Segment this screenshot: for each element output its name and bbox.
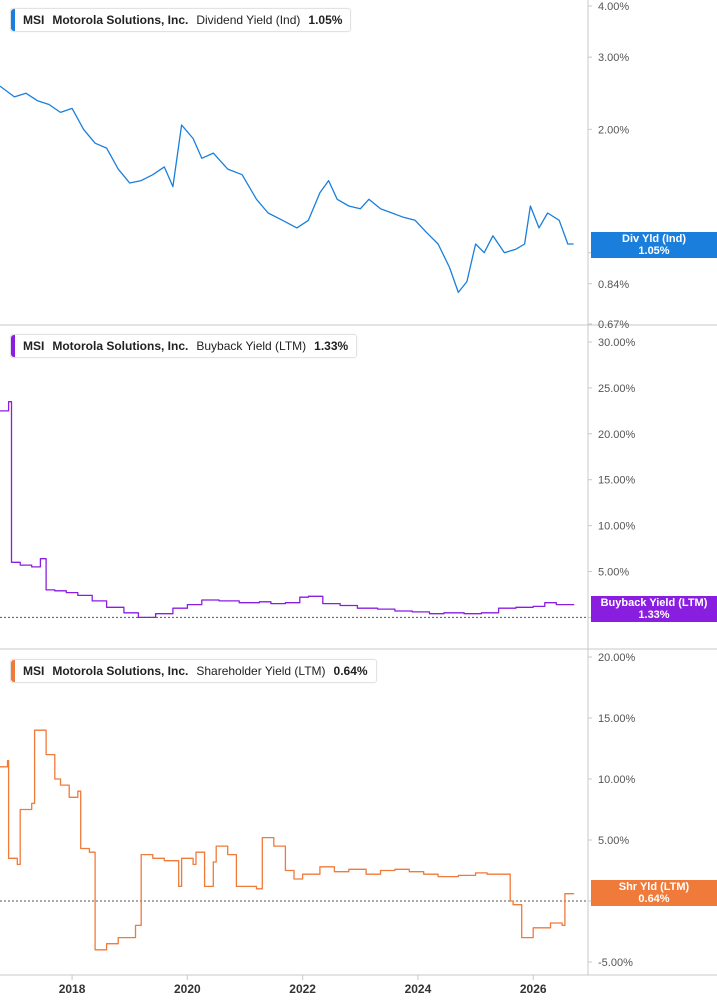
y-tick-label: 15.00% <box>598 475 636 487</box>
x-tick-label: 2026 <box>520 982 547 996</box>
y-tick-label: 20.00% <box>598 429 636 441</box>
series-layer <box>0 85 575 951</box>
panel-2-last-value-badge: Buyback Yield (LTM) 1.33% <box>591 596 717 622</box>
badge-label: Buyback Yield (LTM) <box>600 597 708 609</box>
series-line-3 <box>0 729 575 951</box>
metric-value: 1.33% <box>314 339 349 353</box>
y-tick-label: 15.00% <box>598 713 636 725</box>
metric-value: 1.05% <box>308 13 343 27</box>
y-tick-label: 5.00% <box>598 567 629 579</box>
metric-label: Shareholder Yield (LTM) <box>196 664 326 678</box>
metric-label: Buyback Yield (LTM) <box>196 339 307 353</box>
series-color-marker <box>11 660 15 682</box>
y-tick-label: 25.00% <box>598 383 636 395</box>
metric-label: Dividend Yield (Ind) <box>196 13 301 27</box>
x-tick-label: 2020 <box>174 982 201 996</box>
badge-label: Shr Yld (LTM) <box>618 881 690 893</box>
labels-layer: 4.00%3.00%2.00%1.00%0.84%0.67%30.00%25.0… <box>59 1 636 996</box>
y-tick-label: 0.84% <box>598 279 629 291</box>
company-label: Motorola Solutions, Inc. <box>52 664 189 678</box>
y-tick-label: -5.00% <box>598 957 633 969</box>
metric-value: 0.64% <box>333 664 368 678</box>
x-tick-label: 2018 <box>59 982 86 996</box>
y-tick-label: 20.00% <box>598 652 636 664</box>
x-tick-label: 2022 <box>289 982 316 996</box>
series-line-1 <box>0 85 574 294</box>
company-label: Motorola Solutions, Inc. <box>52 13 189 27</box>
panel-1-last-value-badge: Div Yld (Ind) 1.05% <box>591 232 717 258</box>
series-color-marker <box>11 335 15 357</box>
series-line-2 <box>0 401 575 619</box>
badge-value: 0.64% <box>638 893 670 905</box>
y-tick-label: 3.00% <box>598 52 629 64</box>
y-tick-label: 0.67% <box>598 319 629 331</box>
series-color-marker <box>11 9 15 31</box>
y-tick-label: 10.00% <box>598 521 636 533</box>
panel-1-header: MSI Motorola Solutions, Inc. Dividend Yi… <box>10 8 352 32</box>
x-tick-label: 2024 <box>405 982 432 996</box>
ticker-label: MSI <box>23 13 45 27</box>
panel-3-header: MSI Motorola Solutions, Inc. Shareholder… <box>10 659 377 683</box>
badge-value: 1.05% <box>638 245 670 257</box>
ticker-label: MSI <box>23 339 45 353</box>
company-label: Motorola Solutions, Inc. <box>52 339 189 353</box>
y-tick-label: 5.00% <box>598 835 629 847</box>
panel-3-last-value-badge: Shr Yld (LTM) 0.64% <box>591 880 717 906</box>
y-tick-label: 2.00% <box>598 124 629 136</box>
badge-label: Div Yld (Ind) <box>622 233 686 245</box>
y-tick-label: 10.00% <box>598 774 636 786</box>
badge-value: 1.33% <box>638 609 670 621</box>
y-tick-label: 30.00% <box>598 337 636 349</box>
y-tick-label: 4.00% <box>598 1 629 13</box>
ticker-label: MSI <box>23 664 45 678</box>
axes-layer <box>0 0 717 980</box>
panel-2-header: MSI Motorola Solutions, Inc. Buyback Yie… <box>10 334 358 358</box>
